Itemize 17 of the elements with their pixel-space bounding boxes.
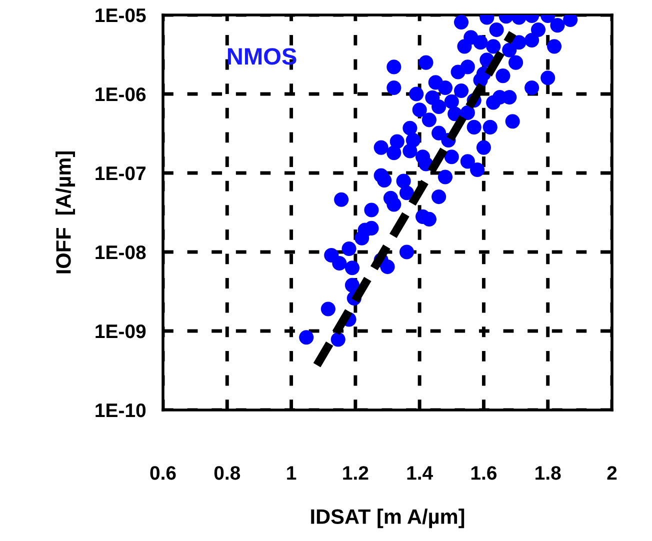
y-tick-label: 1E-09 (96, 324, 146, 338)
y-tick-label: 1E-05 (96, 8, 146, 22)
annotation: NMOS (228, 48, 296, 65)
y-tick-label: 1E-10 (96, 403, 146, 418)
y-tick-label: 1E-08 (96, 245, 146, 260)
x-tick-label: 1 (287, 466, 296, 480)
x-tick-label: 1.2 (343, 466, 368, 480)
y-tick-label: 1E-06 (96, 87, 146, 102)
x-axis-title: IDSAT [m A/µm] (311, 508, 464, 528)
x-tick-label: 1.8 (536, 466, 561, 480)
y-axis-title: IOFF [A/µm] (56, 152, 76, 274)
x-tick-label: 2 (607, 466, 617, 480)
x-tick-label: 0.6 (150, 466, 176, 480)
y-tick-label: 1E-07 (96, 166, 146, 180)
x-tick-label: 1.4 (407, 466, 433, 480)
x-tick-label: 1.6 (471, 466, 497, 480)
x-tick-label: 0.8 (214, 466, 240, 480)
